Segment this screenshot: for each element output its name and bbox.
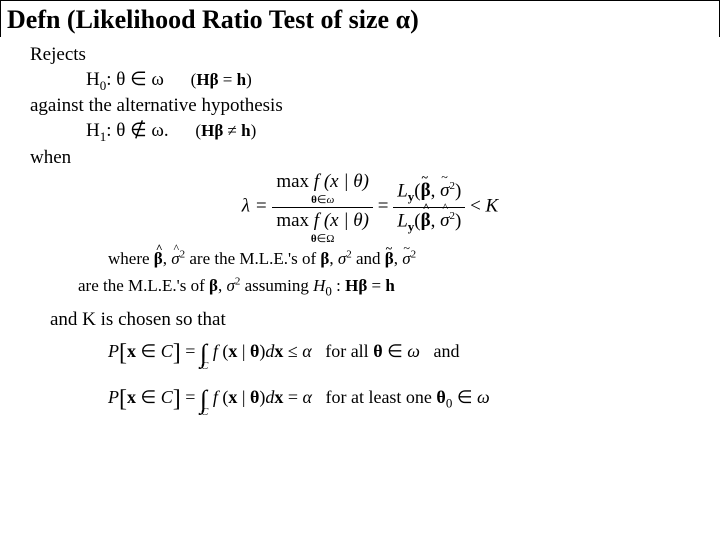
when-label: when <box>30 146 710 171</box>
definition-title: Defn (Likelihood Ratio Test of size α) <box>0 0 720 37</box>
title-suffix: ) <box>410 5 419 34</box>
f-top: f (x | θ) <box>314 171 369 192</box>
max-bot: max <box>276 210 309 231</box>
lambda-formula: λ = max f (x | θ) θ∈ω max f (x | θ) θ∈Ω … <box>50 170 690 244</box>
against-label: against the alternative hypothesis <box>30 94 710 119</box>
prob-line2: P[x ∈ C] = ∫C f (x | θ)dx = α for at lea… <box>30 383 710 419</box>
mle-text1: are the M.L.E.'s of <box>185 249 320 268</box>
f-bot: f (x | θ) <box>314 210 369 231</box>
h1-overlay: (Hβ ≠ h) <box>195 121 256 140</box>
k-letter: K <box>486 196 499 217</box>
h1-line: H1: θ ∉ ω. (Hβ ≠ h) <box>30 119 710 146</box>
where-block: where β, σ2 are the M.L.E.'s of β, σ2 an… <box>30 245 710 302</box>
h0-h: H <box>86 69 100 90</box>
h0-overlay: (Hβ = h) <box>191 70 252 89</box>
body-content: Rejects H0: θ ∈ ω (Hβ = h) against the a… <box>0 37 720 419</box>
assuming-text: assuming <box>240 276 313 295</box>
h1-expr: : θ ∉ ω. <box>106 120 168 141</box>
chosen-span: and K is chosen so that <box>50 309 226 330</box>
less-k: < K <box>470 196 498 217</box>
title-prefix: Defn (Likelihood Ratio Test of size <box>7 5 396 34</box>
mle-text2: are the M.L.E.'s of <box>78 276 209 295</box>
lambda-eq: λ = <box>242 196 273 217</box>
title-alpha: α <box>396 5 411 34</box>
h1-h: H <box>86 120 100 141</box>
prob-line1: P[x ∈ C] = ∫C f (x | θ)dx ≤ α for all θ … <box>30 337 710 373</box>
h0-line: H0: θ ∈ ω (Hβ = h) <box>30 68 710 95</box>
h0-expr: : θ ∈ ω <box>106 69 164 90</box>
eq-mid: = <box>378 196 393 217</box>
hbeta-eq-h: : Hβ = h <box>332 276 395 295</box>
max-top: max <box>276 171 309 192</box>
frac-right: Ly(β, σ2) Ly(β, σ2) <box>393 179 465 236</box>
chosen-text: and K is chosen so that <box>30 308 710 333</box>
rejects-label: Rejects <box>30 43 710 68</box>
frac-left: max f (x | θ) θ∈ω max f (x | θ) θ∈Ω <box>272 170 373 244</box>
and1: and <box>352 249 385 268</box>
where-word: where <box>108 249 154 268</box>
